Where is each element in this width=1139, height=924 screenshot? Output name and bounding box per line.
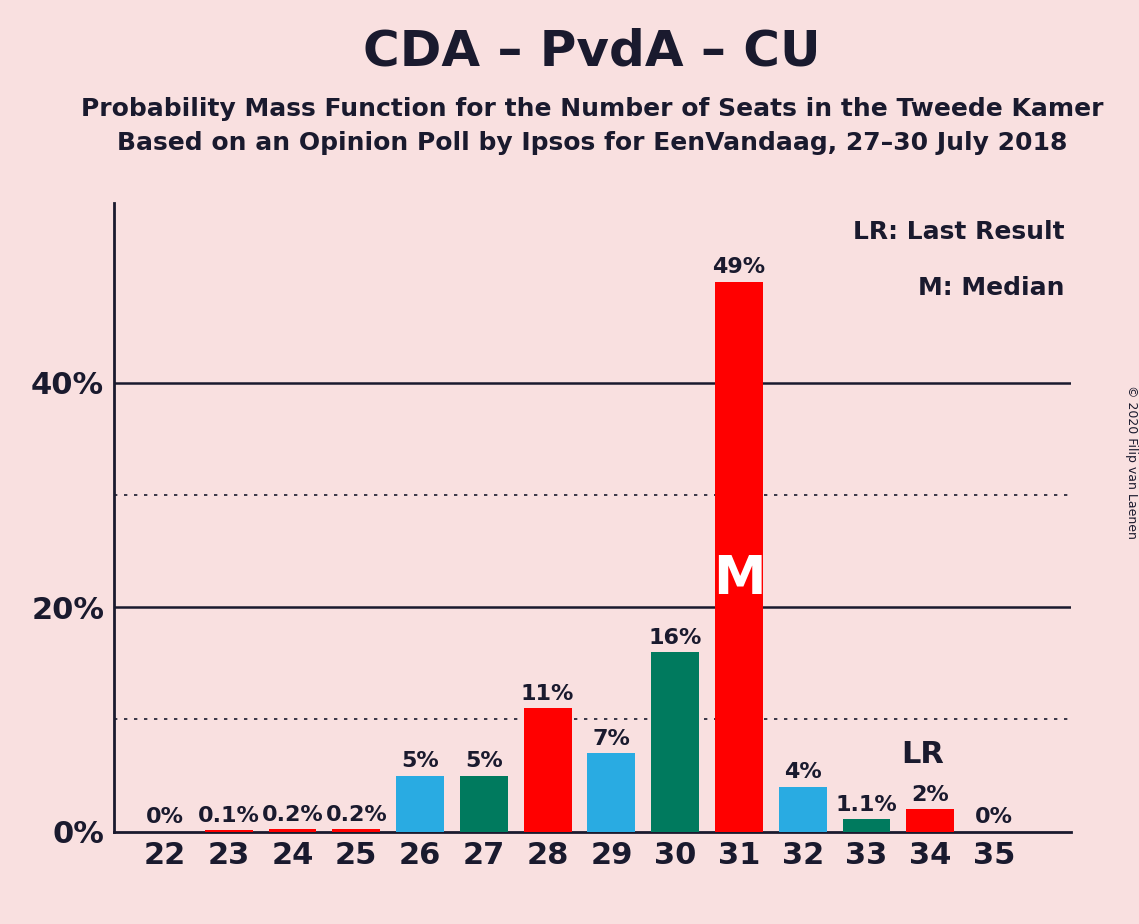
Text: 0%: 0% (146, 807, 183, 827)
Text: 0.2%: 0.2% (262, 805, 323, 825)
Text: 0.2%: 0.2% (326, 805, 387, 825)
Text: 7%: 7% (592, 728, 630, 748)
Text: 2%: 2% (911, 784, 949, 805)
Text: 0%: 0% (975, 807, 1013, 827)
Text: 5%: 5% (465, 751, 502, 771)
Text: 4%: 4% (784, 762, 821, 783)
Text: 5%: 5% (401, 751, 439, 771)
Bar (524, 708, 572, 832)
Bar (843, 820, 891, 832)
Text: 1.1%: 1.1% (836, 795, 898, 815)
Bar (715, 282, 763, 832)
Text: CDA – PvdA – CU: CDA – PvdA – CU (363, 28, 821, 76)
Text: M: Median: M: Median (918, 276, 1064, 300)
Bar (269, 830, 317, 832)
Text: 16%: 16% (648, 627, 702, 648)
Text: M: M (713, 553, 765, 604)
Text: Probability Mass Function for the Number of Seats in the Tweede Kamer: Probability Mass Function for the Number… (81, 97, 1104, 121)
Bar (396, 775, 444, 832)
Text: © 2020 Filip van Laenen: © 2020 Filip van Laenen (1124, 385, 1138, 539)
Bar (907, 809, 954, 832)
Bar (588, 753, 636, 832)
Text: 49%: 49% (712, 257, 765, 277)
Text: 11%: 11% (521, 684, 574, 704)
Bar (460, 775, 508, 832)
Text: LR: Last Result: LR: Last Result (853, 220, 1064, 244)
Bar (779, 786, 827, 832)
Bar (652, 652, 699, 832)
Bar (333, 830, 380, 832)
Text: LR: LR (902, 740, 944, 769)
Bar (205, 831, 253, 832)
Text: 0.1%: 0.1% (198, 806, 260, 826)
Text: Based on an Opinion Poll by Ipsos for EenVandaag, 27–30 July 2018: Based on an Opinion Poll by Ipsos for Ee… (117, 131, 1067, 155)
